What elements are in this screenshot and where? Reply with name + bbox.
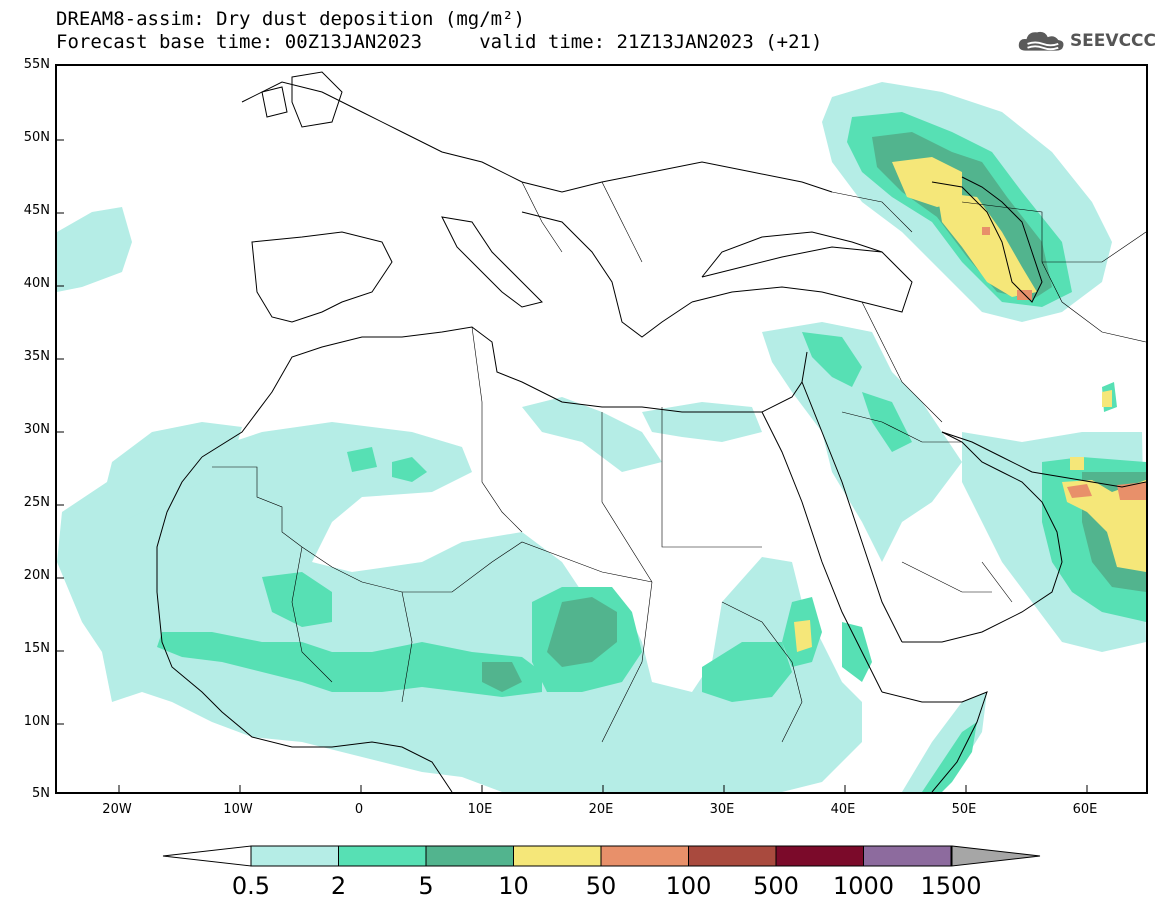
colorbar-high-arrow: [951, 845, 1041, 867]
dust-contours: [57, 82, 1146, 792]
colorbar-swatch: [425, 845, 514, 867]
map-subtitle: Forecast base time: 00Z13JAN2023 valid t…: [56, 31, 823, 53]
colorbar-swatch: [600, 845, 689, 867]
lat-label: 20N: [23, 568, 50, 583]
dust-map: [57, 71, 1146, 792]
colorbar-swatch: [775, 845, 864, 867]
colorbar-label: 50: [585, 872, 617, 900]
graticule-ticks: [57, 139, 1088, 792]
lon-label: 20E: [588, 802, 614, 817]
colorbar-label: 1000: [832, 872, 895, 900]
map-area: [55, 64, 1148, 794]
colorbar: [162, 845, 1041, 867]
colorbar-swatch: [338, 845, 427, 867]
map-title: DREAM8-assim: Dry dust deposition (mg/m²…: [56, 8, 525, 30]
lat-label: 35N: [23, 349, 50, 364]
lat-label: 45N: [23, 203, 50, 218]
lat-label: 5N: [32, 786, 50, 801]
country-borders: [212, 181, 1146, 743]
colorbar-swatch: [863, 845, 952, 867]
colorbar-swatch: [688, 845, 777, 867]
colorbar-label: 1500: [920, 872, 982, 900]
lon-label: 50E: [951, 802, 977, 817]
colorbar-low-arrow: [162, 845, 252, 867]
lat-label: 10N: [23, 714, 50, 729]
lat-label: 55N: [23, 57, 50, 72]
lon-label: 10E: [467, 802, 493, 817]
lon-label: 10W: [223, 802, 253, 817]
lon-label: 20W: [102, 802, 132, 817]
lat-label: 25N: [23, 495, 50, 510]
lat-label: 15N: [23, 641, 50, 656]
lon-label: 0: [354, 802, 364, 817]
lat-label: 30N: [23, 422, 50, 437]
colorbar-label: 100: [665, 872, 712, 900]
lon-label: 40E: [830, 802, 856, 817]
colorbar-label: 0.5: [231, 872, 271, 900]
lat-label: 40N: [23, 276, 50, 291]
cloud-icon: [1018, 31, 1064, 51]
colorbar-label: 2: [330, 872, 347, 900]
colorbar-swatch: [513, 845, 602, 867]
lon-label: 60E: [1072, 802, 1098, 817]
lat-label: 50N: [23, 130, 50, 145]
colorbar-label: 10: [498, 872, 529, 900]
logo-text: SEEVCCC: [1069, 31, 1156, 51]
colorbar-label: 500: [753, 872, 799, 900]
seevccc-logo: SEEVCCC: [1016, 24, 1156, 58]
colorbar-label: 5: [418, 872, 434, 900]
colorbar-swatch: [250, 845, 339, 867]
lon-label: 30E: [709, 802, 735, 817]
